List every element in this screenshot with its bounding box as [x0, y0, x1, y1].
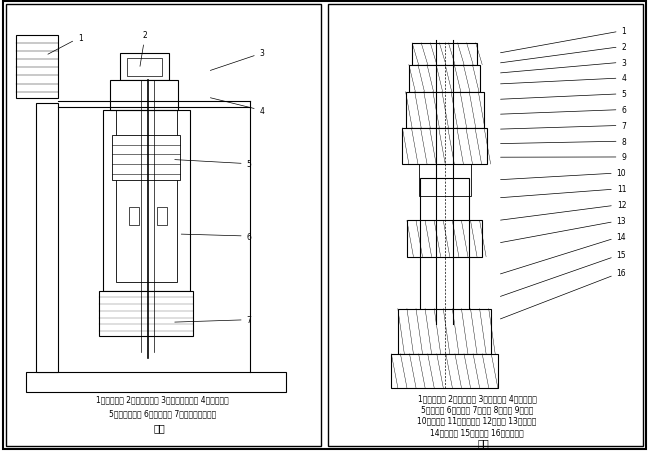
Text: 1: 1 [48, 34, 82, 55]
Text: 5、缺液盘部件 6、转鼓部件 7、进液轴承座部件: 5、缺液盘部件 6、转鼓部件 7、进液轴承座部件 [108, 408, 216, 417]
Bar [26, 372, 286, 392]
Bar [328, 5, 643, 446]
Text: 16: 16 [500, 268, 626, 319]
Bar [6, 5, 321, 446]
Text: 1: 1 [500, 27, 626, 54]
Text: 6: 6 [500, 106, 626, 115]
Text: 10、内轴套 11、小皮带轮 12、主轴 13、传动座: 10、内轴套 11、小皮带轮 12、主轴 13、传动座 [417, 416, 537, 425]
Text: 4: 4 [210, 98, 265, 115]
Text: 3: 3 [210, 50, 265, 71]
Bar [116, 110, 177, 282]
Bar [420, 178, 469, 318]
Text: 图二: 图二 [478, 437, 489, 447]
Text: 5: 5 [500, 90, 626, 100]
Bar [406, 92, 484, 129]
Bar [398, 309, 491, 354]
Bar [409, 65, 480, 92]
Bar [412, 44, 477, 65]
Bar [127, 59, 162, 77]
Bar [103, 110, 190, 291]
Text: 3: 3 [500, 59, 626, 74]
Bar [112, 135, 180, 180]
Bar [16, 36, 58, 99]
Bar [129, 207, 139, 226]
Bar [407, 221, 482, 257]
Bar [402, 129, 487, 165]
Text: 15: 15 [500, 250, 626, 297]
Text: 1、传动部件 2、液累轮部件 3、主轴传动部件 4、机身部件: 1、传动部件 2、液累轮部件 3、主轴传动部件 4、机身部件 [96, 395, 228, 404]
Bar [99, 291, 193, 336]
Text: 13: 13 [500, 216, 626, 243]
Text: 2: 2 [140, 32, 147, 67]
Text: 11: 11 [500, 185, 626, 198]
Text: 7: 7 [175, 316, 252, 324]
Text: 1、锁止耗钉 2、上联结座 3、下联结座 4、缓冲滚座: 1、锁止耗钉 2、上联结座 3、下联结座 4、缓冲滚座 [417, 393, 537, 402]
Text: 2: 2 [500, 43, 626, 64]
Bar [120, 54, 169, 81]
Text: 6: 6 [181, 232, 252, 241]
Text: 5: 5 [175, 160, 252, 169]
Bar [110, 81, 178, 110]
Text: 7: 7 [500, 122, 626, 130]
Bar [36, 104, 58, 372]
Text: 8: 8 [500, 138, 626, 146]
Text: 12: 12 [500, 201, 626, 221]
Text: 14: 14 [500, 232, 626, 274]
Text: 9: 9 [500, 153, 626, 162]
Text: 4: 4 [500, 74, 626, 85]
Text: 5、缓冲器 6、传动帽 7、螺母 8、轴承 9、隔套: 5、缓冲器 6、传动帽 7、螺母 8、轴承 9、隔套 [421, 405, 533, 414]
Text: 14、轴心座 15、锁止套 16、主轴螺帽: 14、轴心座 15、锁止套 16、主轴螺帽 [430, 427, 524, 436]
Bar [157, 207, 167, 226]
Bar [419, 165, 471, 196]
Text: 10: 10 [500, 169, 626, 180]
Bar [391, 354, 498, 388]
Text: 图一: 图一 [153, 423, 165, 433]
